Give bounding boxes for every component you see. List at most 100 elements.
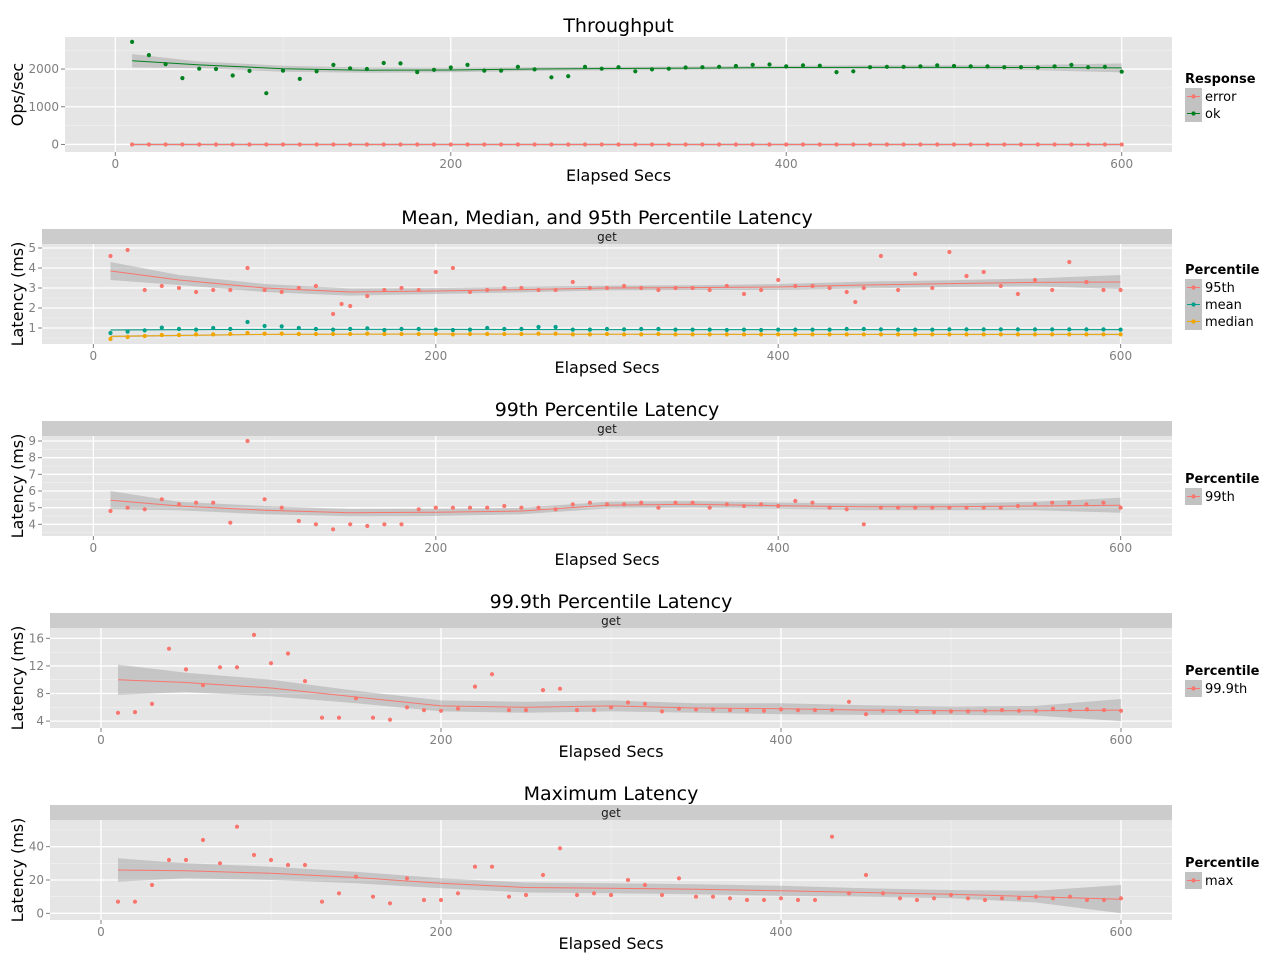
facet-strip-label: get xyxy=(601,614,621,628)
data-point-max xyxy=(795,897,801,903)
data-point-max xyxy=(268,857,274,863)
data-point-99.9th xyxy=(1050,706,1056,711)
data-point-99th xyxy=(228,520,233,525)
data-point-ok xyxy=(130,39,135,45)
data-point-max xyxy=(659,892,665,898)
data-point-max xyxy=(166,857,172,863)
data-point-mean xyxy=(382,327,387,333)
data-point-99.9th xyxy=(914,709,920,714)
data-point-max xyxy=(1016,896,1022,901)
data-point-ok xyxy=(750,62,755,67)
y-tick-label: 0 xyxy=(51,137,59,151)
data-point-99th xyxy=(553,507,558,512)
legend-key-point xyxy=(1191,319,1196,324)
data-point-95th xyxy=(382,287,387,293)
data-point-95th xyxy=(433,269,438,275)
data-point-99.9th xyxy=(302,679,308,684)
data-point-ok xyxy=(1086,65,1091,70)
data-point-ok xyxy=(700,65,705,70)
plot-data-area xyxy=(130,39,1124,147)
data-point-95th xyxy=(399,285,404,291)
data-point-99th xyxy=(502,503,507,509)
data-point-max xyxy=(608,892,614,898)
x-axis-title: Elapsed Secs xyxy=(566,166,671,185)
x-axis-title: Elapsed Secs xyxy=(554,358,659,377)
legend-title: Percentile xyxy=(1185,664,1260,679)
data-point-ok xyxy=(935,63,940,68)
data-point-max xyxy=(761,897,767,903)
data-point-ok xyxy=(683,65,688,70)
data-point-max xyxy=(319,899,325,904)
data-point-mean xyxy=(536,324,541,330)
data-point-mean xyxy=(176,326,182,332)
data-point-mean xyxy=(228,326,233,332)
data-point-max xyxy=(336,891,342,896)
data-point-95th xyxy=(930,285,935,291)
data-point-max xyxy=(778,896,784,901)
data-point-99th xyxy=(348,522,353,527)
data-point-99th xyxy=(467,505,473,510)
data-point-max xyxy=(931,896,937,901)
data-point-99th xyxy=(570,502,575,507)
plot-data-area xyxy=(115,632,1124,722)
x-tick-label: 200 xyxy=(430,925,453,939)
confidence-band-ok xyxy=(132,54,1122,73)
data-point-95th xyxy=(1032,277,1038,283)
data-point-ok xyxy=(297,76,302,81)
data-point-99.9th xyxy=(268,661,274,666)
data-point-ok xyxy=(398,61,403,66)
y-tick-label: 40 xyxy=(29,840,44,854)
facet-strip xyxy=(50,805,1172,820)
y-tick-label: 4 xyxy=(28,261,36,275)
data-point-99.9th xyxy=(336,715,342,720)
data-point-ok xyxy=(264,91,269,96)
data-point-99.9th xyxy=(319,715,325,720)
data-point-95th xyxy=(502,285,507,291)
data-point-95th xyxy=(108,253,113,259)
y-tick-label: 3 xyxy=(28,281,36,295)
smooth-line-median xyxy=(110,333,1121,337)
data-point-ok xyxy=(381,60,386,66)
data-point-max xyxy=(404,876,410,881)
confidence-band-max xyxy=(118,858,1121,914)
data-point-max xyxy=(829,834,835,839)
data-point-95th xyxy=(313,283,318,289)
legend-title: Response xyxy=(1185,72,1256,87)
data-point-95th xyxy=(450,265,455,271)
data-point-max xyxy=(149,882,155,888)
confidence-band-95th xyxy=(110,262,1121,296)
y-axis-title: Latency (ms) xyxy=(8,818,27,923)
data-point-99.9th xyxy=(574,708,580,713)
y-axis-title: Latency (ms) xyxy=(8,434,27,539)
data-point-max xyxy=(540,872,546,878)
data-point-99th xyxy=(262,497,267,502)
data-point-max xyxy=(217,861,223,866)
chart-title: Mean, Median, and 95th Percentile Latenc… xyxy=(401,207,812,229)
data-point-99.9th xyxy=(438,708,444,713)
x-tick-label: 600 xyxy=(1110,925,1133,939)
data-point-ok xyxy=(197,66,202,71)
data-point-max xyxy=(557,846,563,851)
data-point-ok xyxy=(582,64,588,69)
y-axis-title: Latency (ms) xyxy=(8,626,27,731)
data-point-95th xyxy=(279,289,284,295)
data-point-max xyxy=(285,862,291,868)
legend-title: Percentile xyxy=(1185,856,1260,871)
y-tick-label: 1 xyxy=(28,321,36,335)
data-point-95th xyxy=(125,247,130,253)
data-point-median xyxy=(553,331,558,336)
data-point-95th xyxy=(194,289,199,295)
data-point-95th xyxy=(981,269,986,275)
confidence-band-99.9th xyxy=(118,664,1121,722)
data-point-99th xyxy=(416,507,421,512)
data-point-ok xyxy=(884,64,890,69)
data-point-99.9th xyxy=(166,646,172,651)
data-point-99th xyxy=(399,522,404,527)
y-tick-label: 4 xyxy=(28,517,36,531)
legend-key-point xyxy=(1191,302,1196,307)
data-point-95th xyxy=(947,249,952,255)
data-point-ok xyxy=(1069,62,1074,67)
